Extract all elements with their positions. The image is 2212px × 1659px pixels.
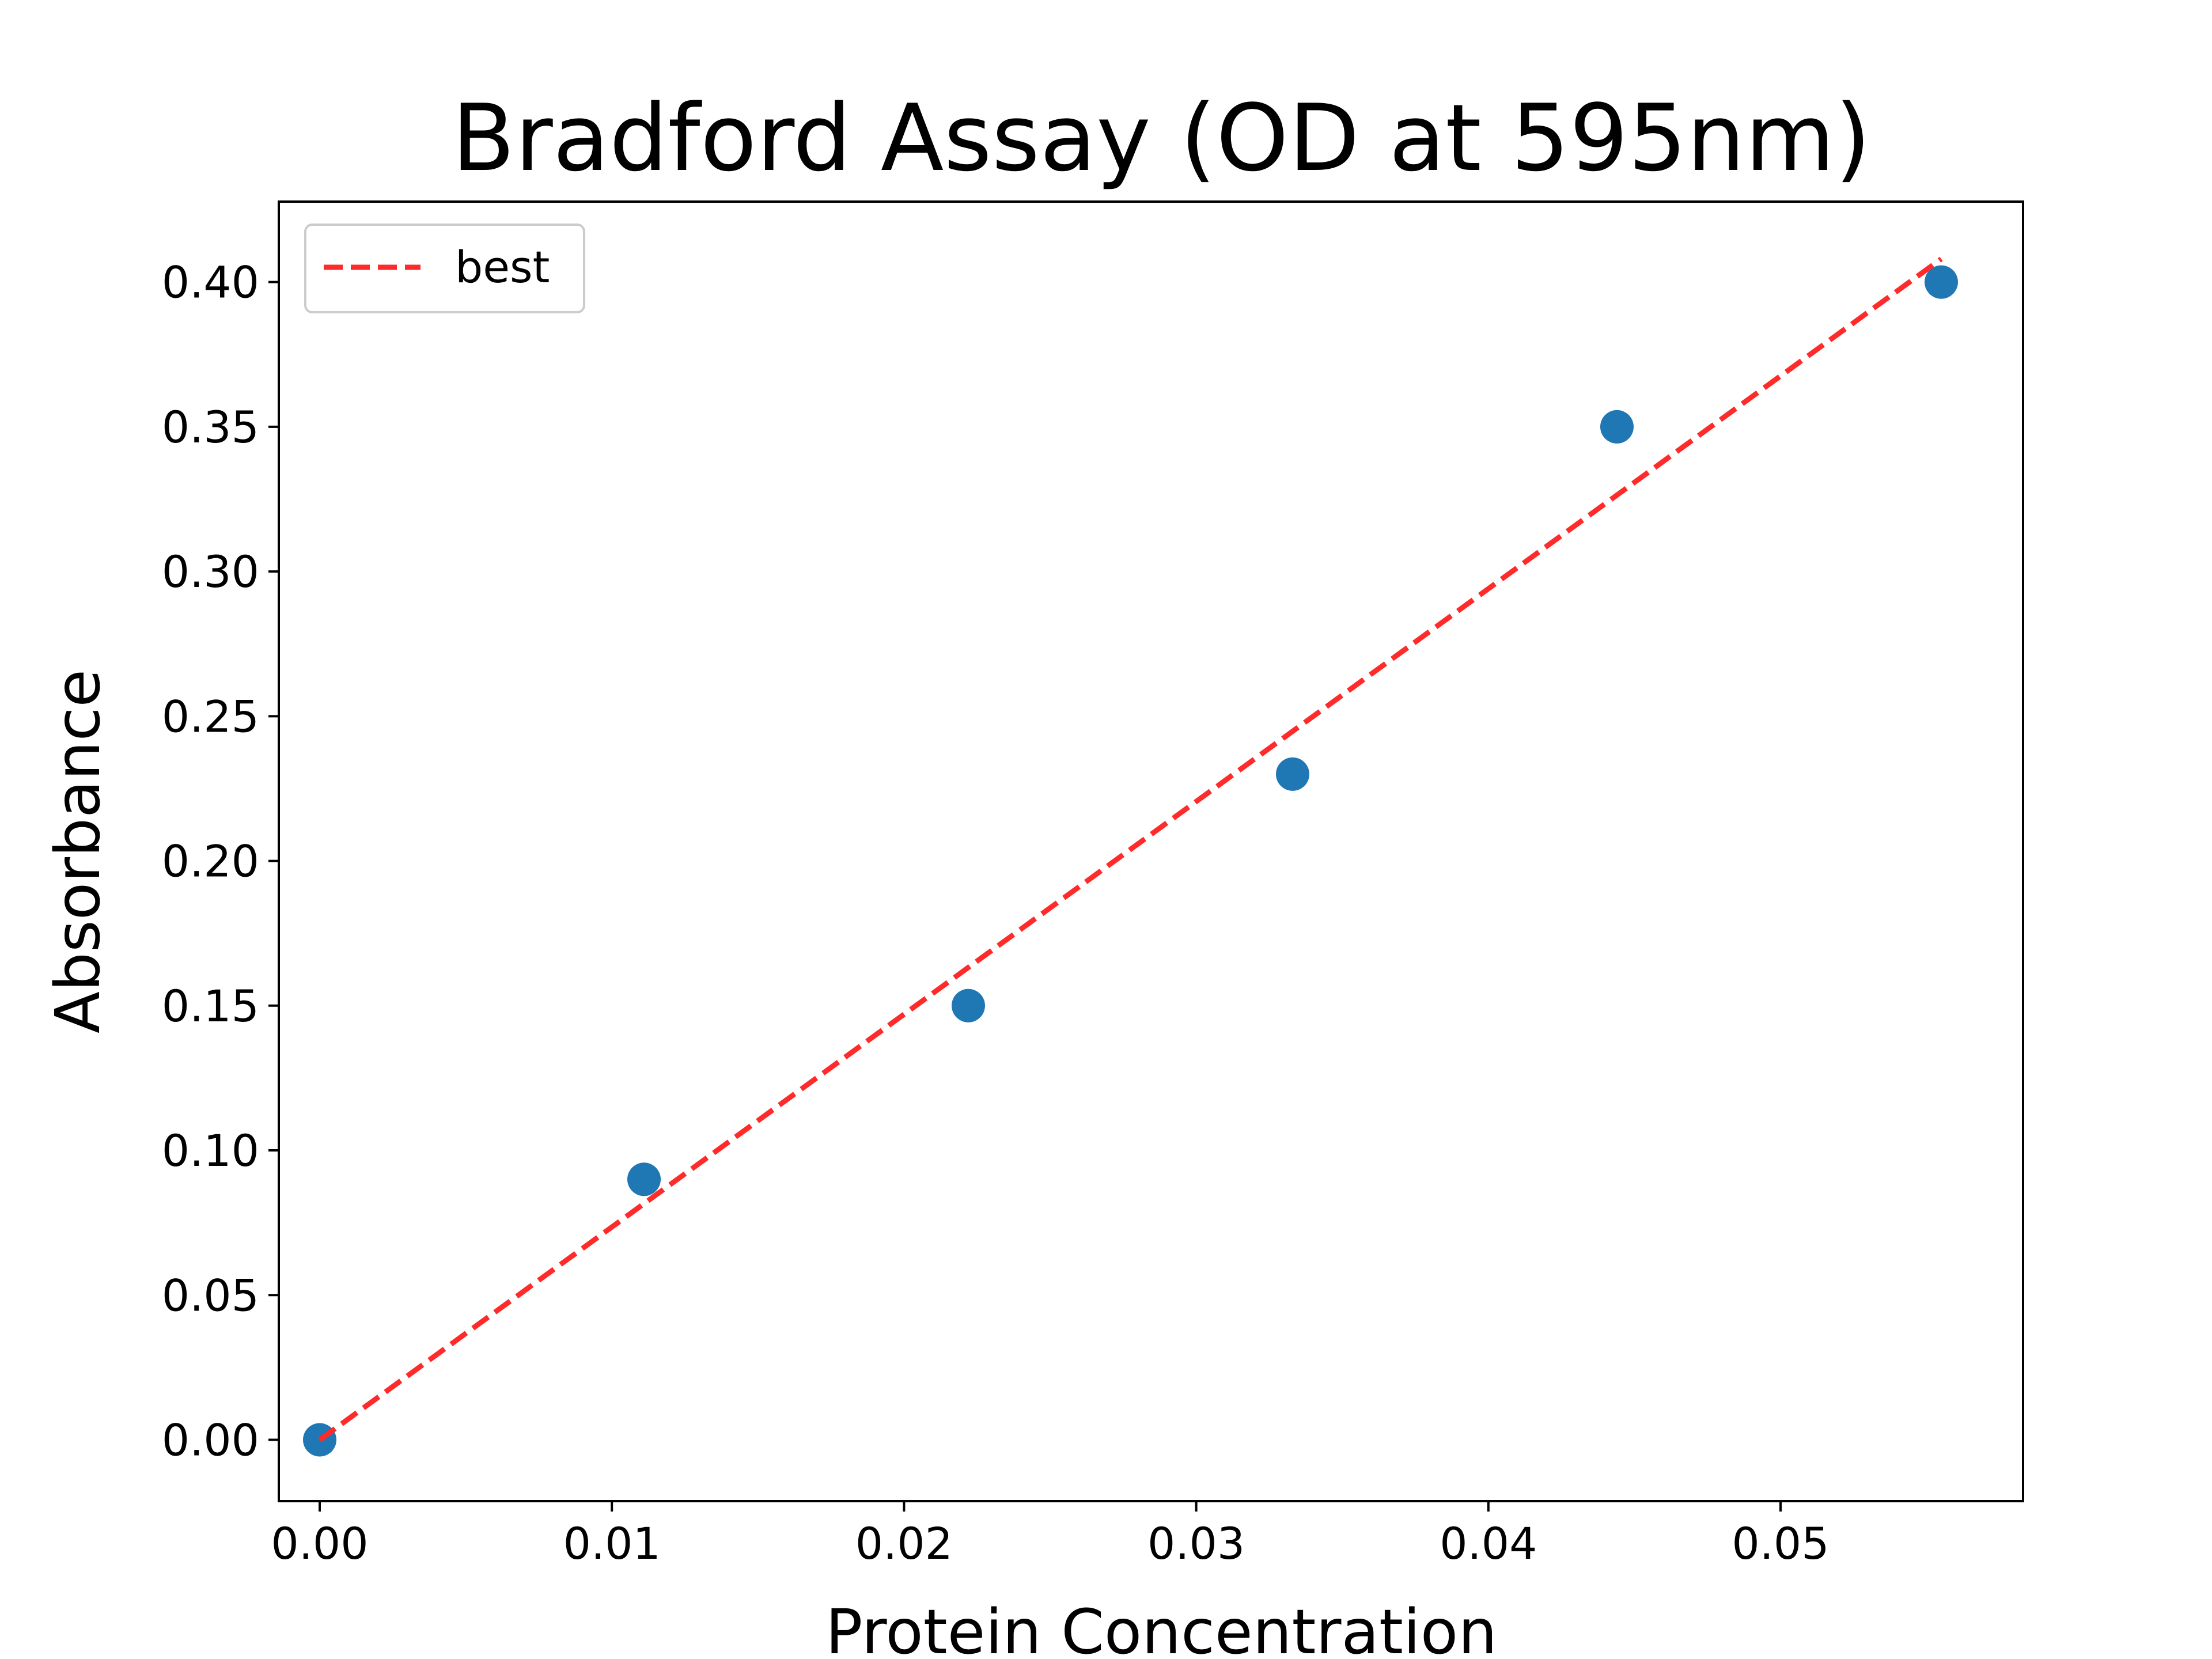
x-axis-label: Protein Concentration (825, 1597, 1497, 1659)
plot-area (278, 200, 2024, 1502)
legend-label: best (455, 241, 550, 293)
data-point (1275, 757, 1309, 791)
y-tick-label: 0.10 (162, 1125, 259, 1176)
y-tick-label: 0.05 (162, 1270, 259, 1321)
x-tick-label: 0.04 (1440, 1518, 1537, 1569)
legend-box (304, 224, 585, 313)
x-tick-label: 0.03 (1147, 1518, 1245, 1569)
x-tick-label: 0.02 (855, 1518, 953, 1569)
best-fit-line (318, 256, 1943, 1442)
x-tick-label: 0.05 (1732, 1518, 1829, 1569)
y-tick-label: 0.30 (162, 546, 259, 597)
y-tick-label: 0.25 (162, 691, 259, 742)
y-axis-label: Absorbance (43, 669, 114, 1033)
y-tick-label: 0.15 (162, 980, 259, 1032)
y-tick-label: 0.00 (162, 1414, 259, 1465)
data-point (951, 988, 985, 1022)
legend: best (304, 224, 585, 313)
y-tick-label: 0.20 (162, 836, 259, 887)
axes-frame (278, 200, 2024, 1502)
data-point (627, 1162, 661, 1196)
data-point (1924, 265, 1958, 299)
x-tick-label: 0.00 (271, 1518, 368, 1569)
data-point (1600, 410, 1634, 444)
chart-title: Bradford Assay (OD at 595nm) (452, 84, 1871, 192)
y-tick-label: 0.40 (162, 257, 259, 308)
x-tick-label: 0.01 (563, 1518, 661, 1569)
axis-ticks: 0.00 0.01 0.02 0.03 0.04 0.05 0.00 0.05 0.10 0.15… (162, 257, 1830, 1569)
y-tick-label: 0.35 (162, 402, 259, 453)
